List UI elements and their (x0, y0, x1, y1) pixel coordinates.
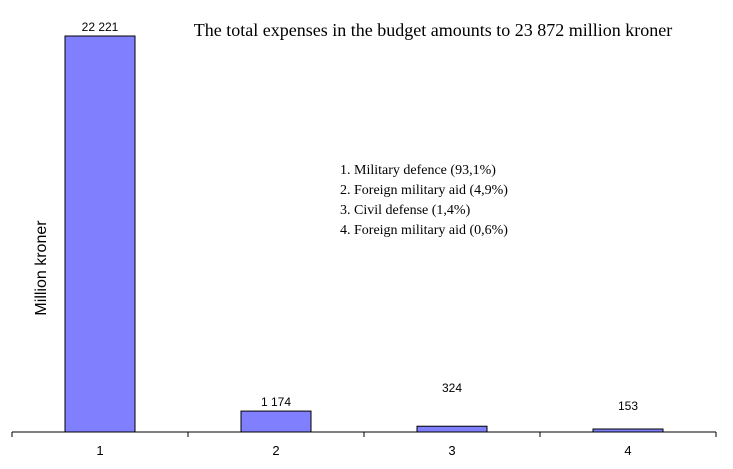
legend-entry-2: 2. Foreign military aid (4,9%) (340, 183, 508, 198)
data-label-4: 153 (618, 399, 638, 413)
bars-group (64, 35, 664, 433)
bar-1 (64, 35, 136, 433)
data-label-1: 22 221 (82, 20, 119, 34)
legend-entry-3: 3. Civil defense (1,4%) (340, 203, 471, 218)
data-label-2: 1 174 (261, 395, 291, 409)
y-axis-label: Million kroner (33, 220, 50, 316)
x-tick-label: 1 (96, 443, 103, 458)
data-labels: 22 221 1 174 324 153 (82, 20, 639, 413)
legend-entry-1: 1. Military defence (93,1%) (340, 163, 496, 178)
bar-3 (416, 425, 488, 433)
chart-title: The total expenses in the budget amounts… (194, 20, 672, 40)
x-axis-ticks: 1 2 3 4 (11, 432, 717, 458)
x-tick-label: 3 (448, 443, 455, 458)
legend: 1. Military defence (93,1%) 2. Foreign mi… (340, 163, 508, 238)
data-label-3: 324 (442, 381, 462, 395)
x-tick-label: 2 (272, 443, 279, 458)
x-tick-label: 4 (624, 443, 631, 458)
bar-2 (240, 410, 312, 433)
legend-entry-4: 4. Foreign military aid (0,6%) (340, 223, 508, 238)
bar-4 (592, 428, 664, 433)
